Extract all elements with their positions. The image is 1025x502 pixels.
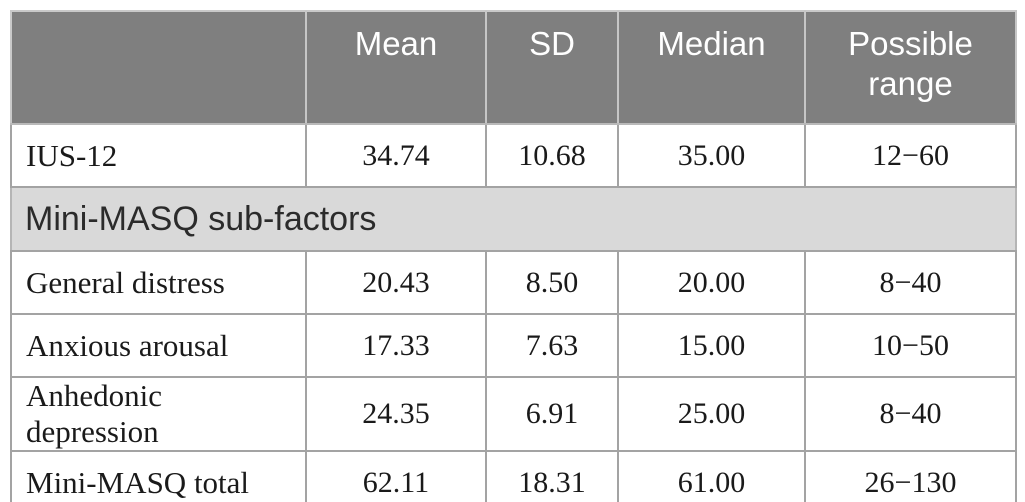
- cell-mean: 17.33: [305, 313, 487, 378]
- col-header-blank: [10, 10, 307, 125]
- cell-median: 35.00: [617, 123, 806, 188]
- cell-mean: 24.35: [305, 376, 487, 452]
- table-row-anhedonic-depression: Anhedonic depression 24.35 6.91 25.00 8−…: [10, 376, 1017, 452]
- cell-label: General distress: [10, 250, 307, 315]
- cell-mean: 34.74: [305, 123, 487, 188]
- cell-range: 8−40: [804, 250, 1017, 315]
- cell-sd: 6.91: [485, 376, 619, 452]
- cell-range: 10−50: [804, 313, 1017, 378]
- cell-mean: 62.11: [305, 450, 487, 502]
- cell-sd: 10.68: [485, 123, 619, 188]
- section-header-label: Mini-MASQ sub-factors: [10, 186, 1017, 252]
- table-row-minimasq-total: Mini-MASQ total 62.11 18.31 61.00 26−130: [10, 450, 1017, 502]
- cell-median: 61.00: [617, 450, 806, 502]
- cell-sd: 7.63: [485, 313, 619, 378]
- cell-label: IUS-12: [10, 123, 307, 188]
- table-row-general-distress: General distress 20.43 8.50 20.00 8−40: [10, 250, 1017, 315]
- cell-label: Anxious arousal: [10, 313, 307, 378]
- col-header-mean: Mean: [305, 10, 487, 125]
- table-row-ius12: IUS-12 34.74 10.68 35.00 12−60: [10, 123, 1017, 188]
- col-header-median: Median: [617, 10, 806, 125]
- cell-label: Anhedonic depression: [10, 376, 307, 452]
- header-row: Mean SD Median Possible range: [10, 10, 1017, 125]
- cell-label: Mini-MASQ total: [10, 450, 307, 502]
- cell-median: 25.00: [617, 376, 806, 452]
- cell-range: 12−60: [804, 123, 1017, 188]
- table-row-anxious-arousal: Anxious arousal 17.33 7.63 15.00 10−50: [10, 313, 1017, 378]
- col-header-possible-range: Possible range: [804, 10, 1017, 125]
- col-header-sd: SD: [485, 10, 619, 125]
- cell-sd: 18.31: [485, 450, 619, 502]
- cell-median: 20.00: [617, 250, 806, 315]
- cell-mean: 20.43: [305, 250, 487, 315]
- cell-range: 8−40: [804, 376, 1017, 452]
- descriptive-statistics-table: Mean SD Median Possible range IUS-12 34.…: [10, 10, 1017, 502]
- cell-median: 15.00: [617, 313, 806, 378]
- section-header-row: Mini-MASQ sub-factors: [10, 186, 1017, 252]
- cell-sd: 8.50: [485, 250, 619, 315]
- cell-range: 26−130: [804, 450, 1017, 502]
